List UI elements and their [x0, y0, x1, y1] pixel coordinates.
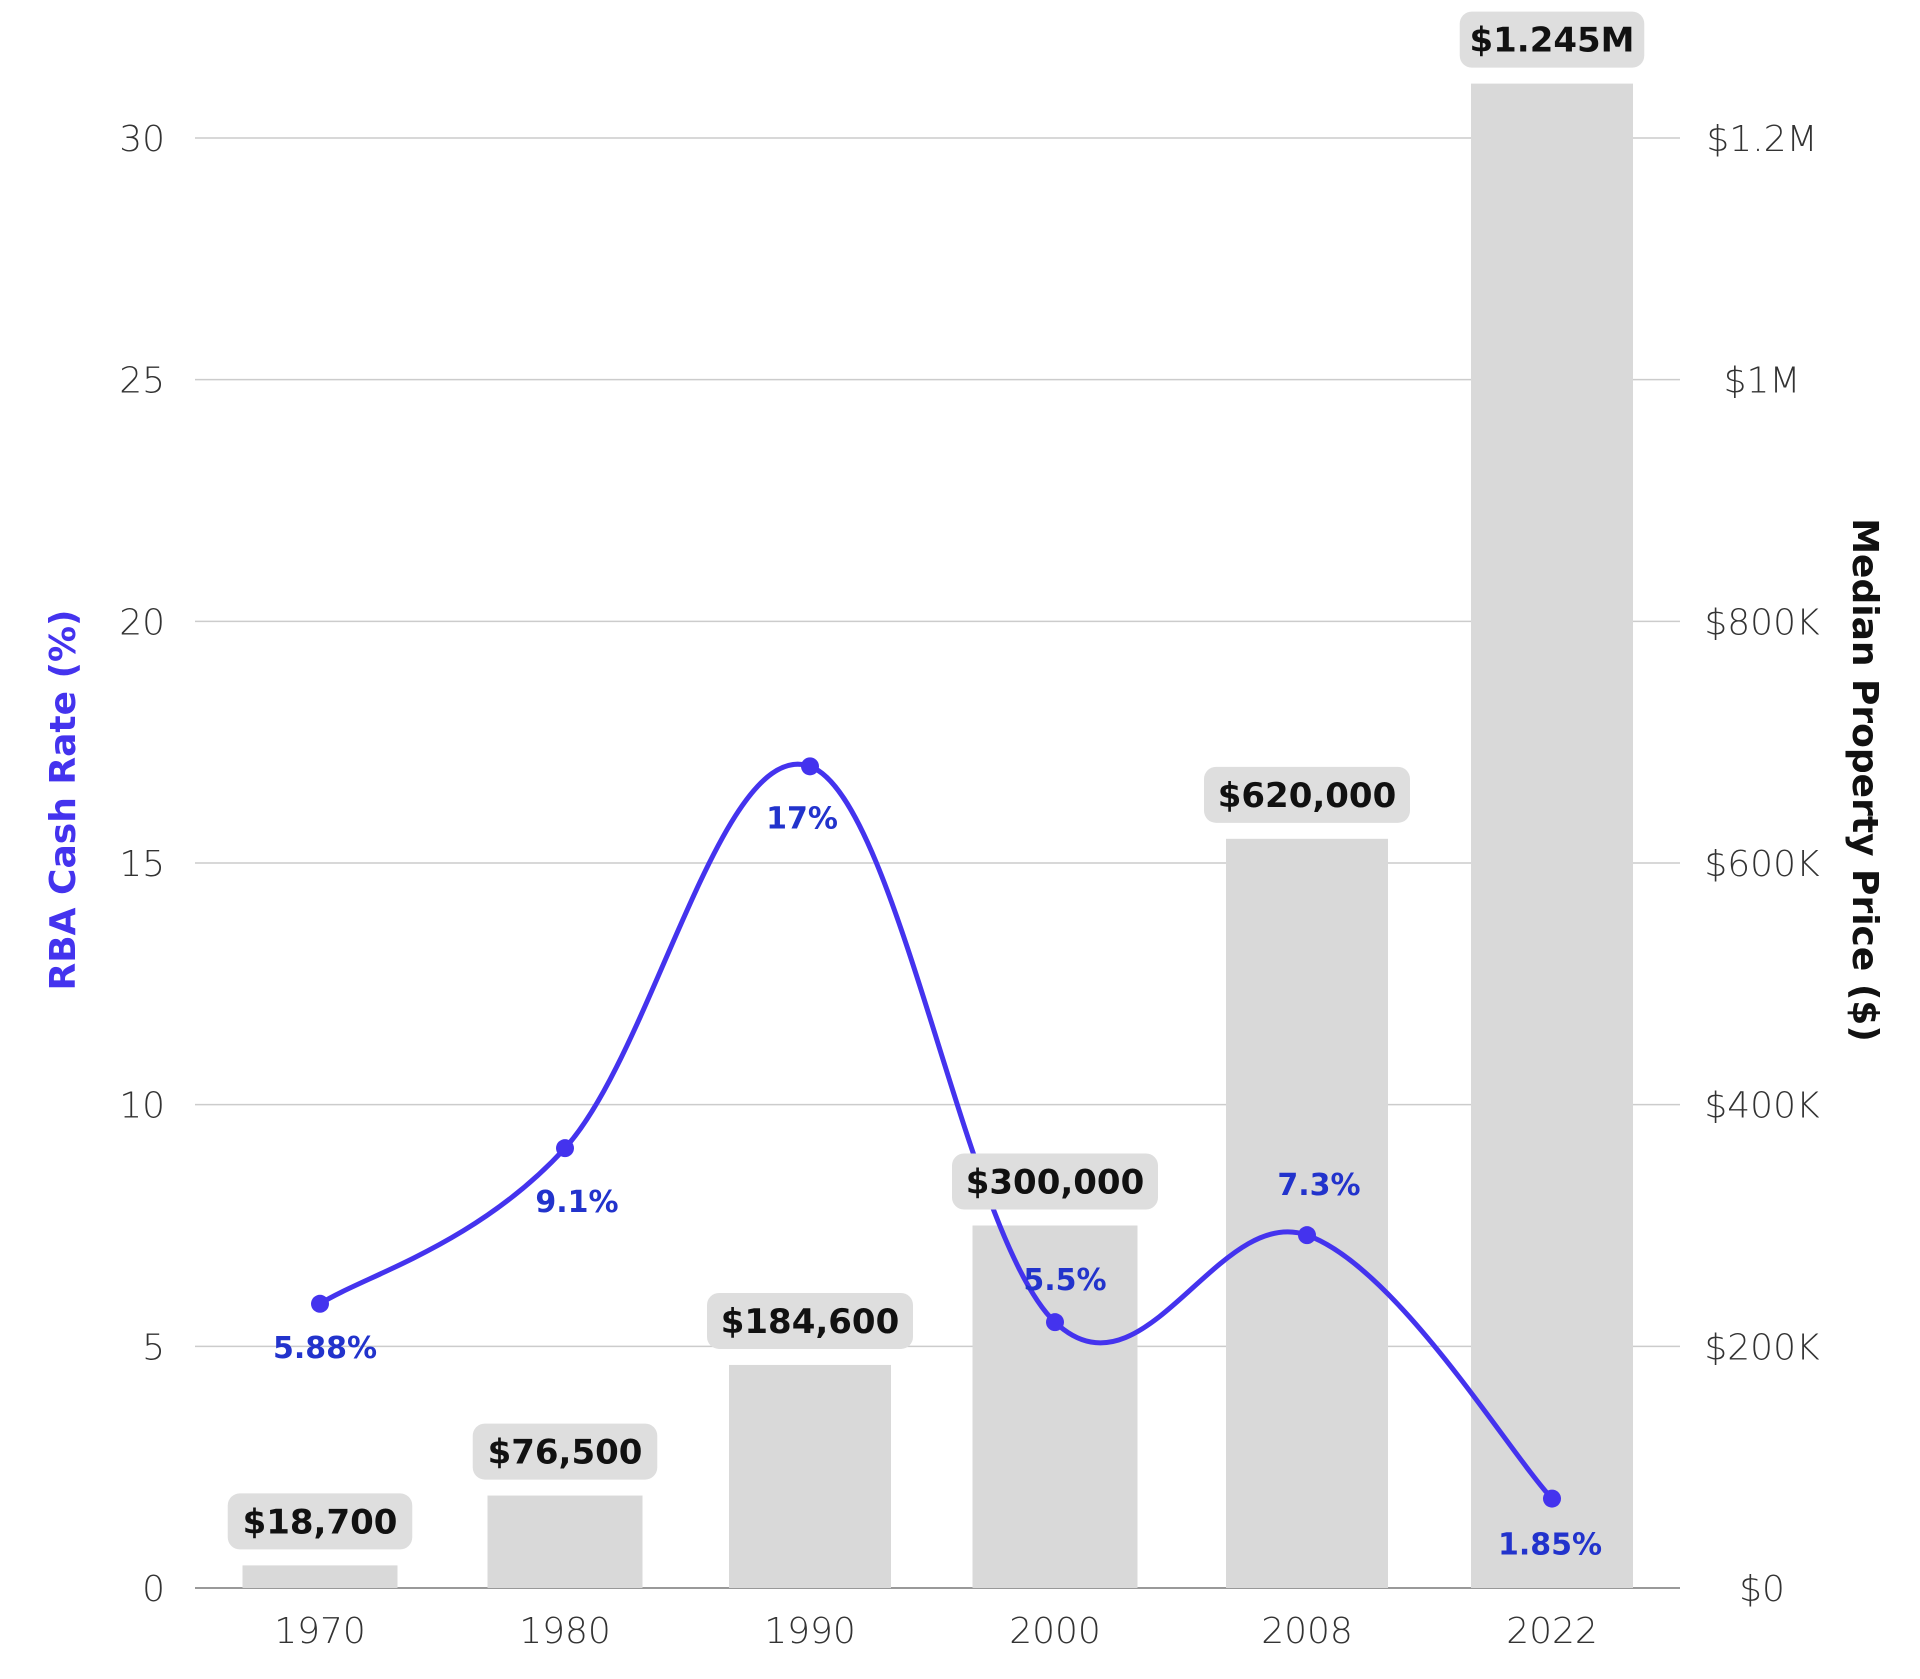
bar-value-label: $1.245M — [1469, 21, 1634, 61]
bar-value-label: $184,600 — [721, 1302, 900, 1342]
price-bar — [242, 1565, 398, 1588]
cash-rate-point — [311, 1294, 329, 1313]
bar-value-label-box — [472, 1423, 658, 1480]
right-axis-title: Median Property Price ($) — [1844, 518, 1885, 1042]
data-labels: $18,700 $76,500 $184,600 $300,000 $620,000 $1… — [227, 11, 1645, 1563]
cash-rate-point — [801, 757, 819, 776]
bar-value-label-box — [1204, 766, 1410, 823]
left-tick-label: 5 — [142, 1327, 165, 1368]
cash-rate-label: 7.3% — [1277, 1168, 1360, 1203]
bar-value-label: $620,000 — [1218, 776, 1397, 816]
axes: RBA Cash Rate (%) Median Property Price … — [43, 119, 1885, 1652]
left-tick-label: 15 — [119, 844, 165, 885]
right-tick-label: $1.2M — [1706, 119, 1817, 160]
x-tick-label: 1980 — [519, 1611, 611, 1652]
left-tick-label: 0 — [142, 1569, 165, 1610]
right-tick-label: $600K — [1704, 844, 1820, 885]
bar-value-label-box — [1459, 11, 1645, 68]
bar-value-label-box — [227, 1493, 413, 1550]
cash-rate-label: 5.5% — [1023, 1263, 1106, 1298]
right-tick-label: $800K — [1704, 602, 1820, 643]
bar-value-label: $76,500 — [488, 1433, 643, 1473]
bar-value-label: $18,700 — [243, 1502, 398, 1542]
left-tick-label: 25 — [119, 361, 165, 402]
left-tick-label: 30 — [119, 119, 165, 160]
price-bar — [972, 1225, 1138, 1588]
x-tick-label: 1990 — [764, 1611, 856, 1652]
bar-value-label: $300,000 — [966, 1163, 1145, 1203]
price-bar — [1226, 838, 1388, 1588]
cash-rate-label: 1.85% — [1498, 1528, 1602, 1563]
cash-rate-point — [1543, 1489, 1561, 1508]
x-tick-label: 2008 — [1261, 1611, 1353, 1652]
x-tick-label: 1970 — [274, 1611, 366, 1652]
cash-rate-point — [556, 1139, 574, 1158]
price-bar — [729, 1364, 891, 1588]
bar-value-label-box — [952, 1153, 1158, 1210]
right-tick-label: $400K — [1704, 1086, 1820, 1127]
cash-rate-point — [1298, 1226, 1316, 1245]
left-tick-label: 20 — [119, 602, 165, 643]
cash-rate-line — [311, 757, 1561, 1508]
price-bars — [242, 83, 1633, 1588]
gridlines — [195, 137, 1680, 1589]
cash-rate-label: 5.88% — [273, 1331, 377, 1366]
cash-rate-label: 9.1% — [535, 1185, 618, 1220]
x-tick-label: 2000 — [1009, 1611, 1101, 1652]
left-axis-title: RBA Cash Rate (%) — [43, 609, 84, 990]
right-tick-label: $1M — [1724, 361, 1801, 402]
cash-rate-point — [1046, 1313, 1064, 1332]
cash-rate-label: 17% — [766, 801, 838, 836]
x-tick-label: 2022 — [1506, 1611, 1598, 1652]
bar-value-label-box — [707, 1292, 913, 1349]
left-tick-label: 10 — [119, 1086, 165, 1127]
price-bar — [487, 1495, 643, 1588]
right-tick-label: $0 — [1739, 1569, 1785, 1610]
right-tick-label: $200K — [1704, 1327, 1820, 1368]
price-bar — [1471, 83, 1633, 1588]
